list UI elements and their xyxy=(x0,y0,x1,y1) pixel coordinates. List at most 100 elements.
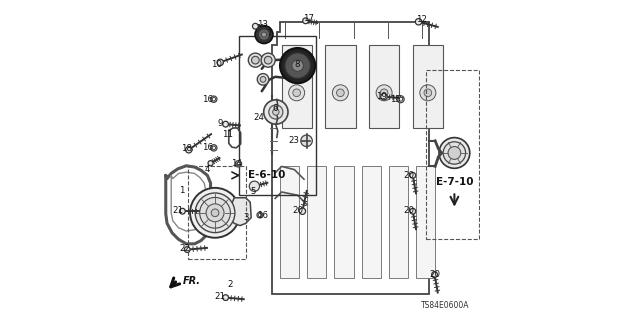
Circle shape xyxy=(424,89,432,97)
Circle shape xyxy=(444,142,466,164)
Text: 4: 4 xyxy=(205,165,210,174)
Text: 22: 22 xyxy=(179,244,191,253)
Text: 12: 12 xyxy=(416,15,428,24)
Bar xyxy=(369,45,399,128)
Circle shape xyxy=(255,26,273,44)
Circle shape xyxy=(448,147,461,159)
Text: 24: 24 xyxy=(253,113,265,122)
Bar xyxy=(280,166,300,278)
Text: 5: 5 xyxy=(250,188,255,196)
Text: FR.: FR. xyxy=(183,276,201,286)
Text: TS84E0600A: TS84E0600A xyxy=(421,301,470,310)
Circle shape xyxy=(303,18,308,24)
Text: 8: 8 xyxy=(295,60,300,68)
Circle shape xyxy=(211,96,217,102)
Circle shape xyxy=(208,161,213,166)
Circle shape xyxy=(200,197,230,228)
Text: 17: 17 xyxy=(303,14,314,23)
Circle shape xyxy=(381,93,387,100)
Circle shape xyxy=(249,181,260,191)
Polygon shape xyxy=(272,22,429,294)
Circle shape xyxy=(285,53,310,78)
Circle shape xyxy=(415,19,422,25)
Bar xyxy=(325,45,356,128)
Circle shape xyxy=(410,208,416,214)
Circle shape xyxy=(248,53,262,67)
Circle shape xyxy=(292,60,303,71)
Text: E-6-10: E-6-10 xyxy=(248,170,285,180)
Circle shape xyxy=(257,74,269,85)
Circle shape xyxy=(259,213,261,217)
Circle shape xyxy=(420,85,436,101)
Circle shape xyxy=(223,295,228,300)
Text: 16: 16 xyxy=(202,143,213,152)
Circle shape xyxy=(259,29,270,40)
Text: 10: 10 xyxy=(211,60,223,68)
Bar xyxy=(307,166,326,278)
Circle shape xyxy=(332,85,348,101)
Circle shape xyxy=(410,172,416,178)
Circle shape xyxy=(301,135,312,147)
Text: 2: 2 xyxy=(227,280,232,289)
Bar xyxy=(426,70,479,239)
Circle shape xyxy=(257,212,263,218)
Text: 6: 6 xyxy=(273,104,278,113)
Circle shape xyxy=(236,161,242,167)
Bar xyxy=(188,166,246,259)
Circle shape xyxy=(212,146,216,150)
Circle shape xyxy=(261,53,275,67)
Text: 15: 15 xyxy=(390,95,401,104)
Text: 23: 23 xyxy=(288,136,300,145)
Circle shape xyxy=(253,23,259,29)
Text: E-7-10: E-7-10 xyxy=(436,177,474,187)
Bar xyxy=(334,166,353,278)
Circle shape xyxy=(337,89,344,97)
Text: 13: 13 xyxy=(257,20,268,28)
Text: 14: 14 xyxy=(230,159,242,168)
Text: 1: 1 xyxy=(179,186,184,195)
Circle shape xyxy=(380,89,388,97)
Text: 18: 18 xyxy=(180,144,192,153)
Text: 20: 20 xyxy=(403,171,415,180)
Text: 21: 21 xyxy=(172,206,183,215)
Text: 16: 16 xyxy=(257,211,268,220)
Circle shape xyxy=(217,59,223,66)
Circle shape xyxy=(439,138,470,168)
Circle shape xyxy=(211,209,219,217)
Circle shape xyxy=(186,147,192,153)
Circle shape xyxy=(399,97,403,101)
Text: 19: 19 xyxy=(376,92,387,100)
Circle shape xyxy=(237,162,240,166)
Circle shape xyxy=(179,208,186,214)
Circle shape xyxy=(376,85,392,101)
Circle shape xyxy=(252,56,259,64)
Circle shape xyxy=(190,188,240,238)
Circle shape xyxy=(264,100,288,124)
Text: 9: 9 xyxy=(218,119,223,128)
Text: 20: 20 xyxy=(429,270,440,279)
Text: 7: 7 xyxy=(266,29,271,38)
Circle shape xyxy=(300,208,306,214)
Circle shape xyxy=(397,96,404,103)
Circle shape xyxy=(269,105,283,119)
Circle shape xyxy=(195,193,235,233)
Circle shape xyxy=(264,56,272,64)
Circle shape xyxy=(212,98,216,101)
Bar xyxy=(413,45,443,128)
Circle shape xyxy=(273,109,279,115)
Text: 21: 21 xyxy=(214,292,226,301)
Bar xyxy=(389,166,408,278)
Circle shape xyxy=(251,183,257,189)
Text: 3: 3 xyxy=(243,213,248,222)
Circle shape xyxy=(289,85,305,101)
Circle shape xyxy=(184,247,190,252)
Polygon shape xyxy=(230,198,251,226)
Text: 16: 16 xyxy=(202,95,213,104)
Text: 11: 11 xyxy=(221,130,233,139)
Circle shape xyxy=(206,204,224,222)
Bar xyxy=(416,166,435,278)
Bar xyxy=(362,166,381,278)
Circle shape xyxy=(211,145,217,151)
Circle shape xyxy=(293,89,301,97)
Circle shape xyxy=(280,48,316,83)
